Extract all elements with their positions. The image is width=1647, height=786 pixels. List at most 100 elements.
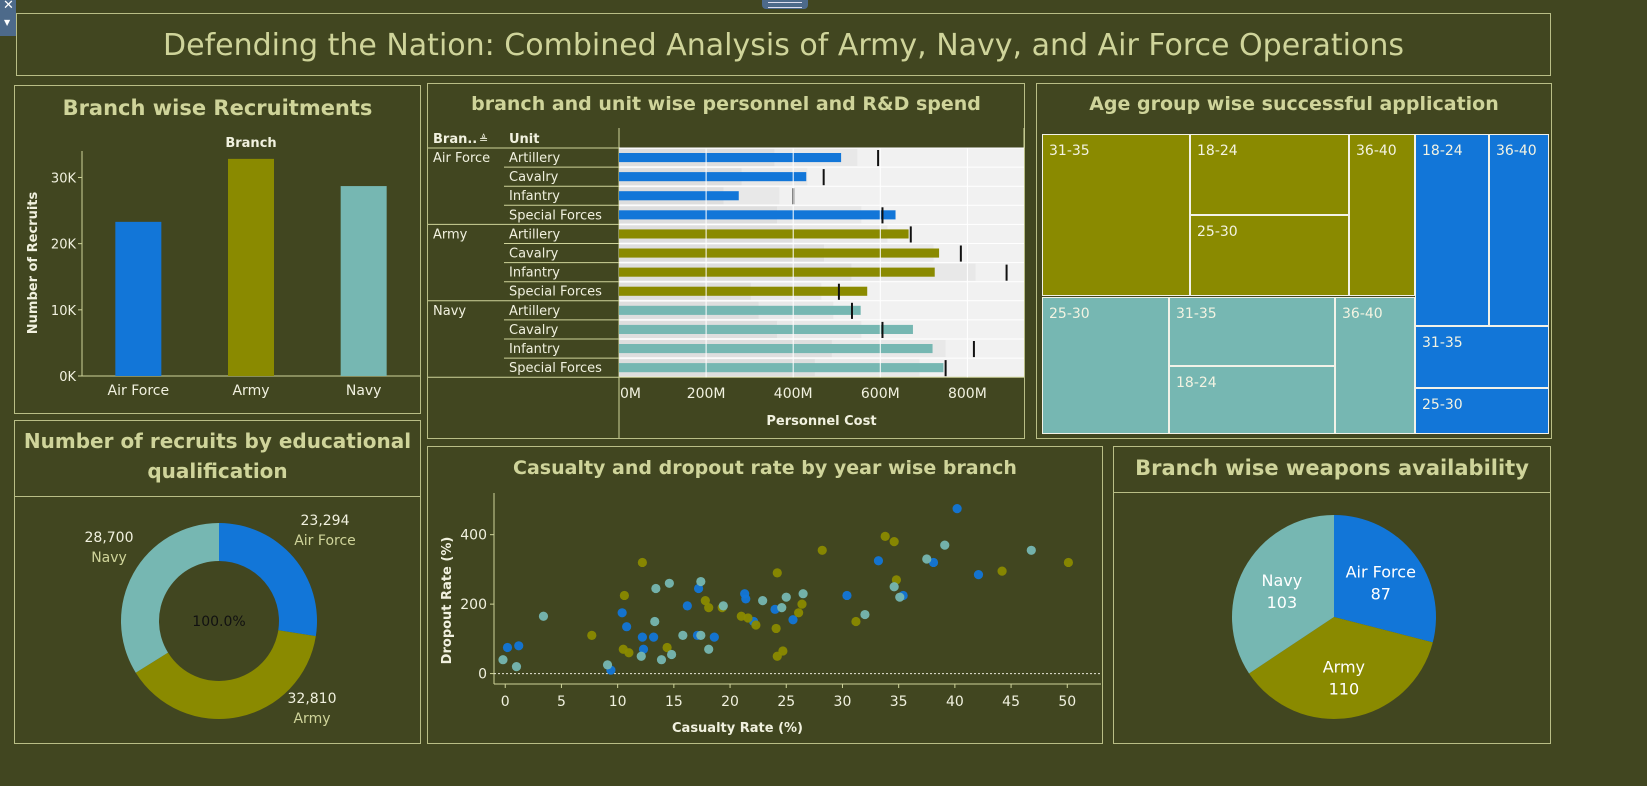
casualty-y-tick-label: 0: [478, 667, 487, 683]
treemap-cell-air-force: 36-40: [1489, 134, 1549, 326]
recruitment-y-tick-label: 30K: [51, 171, 77, 186]
casualty-point-army: [891, 575, 902, 585]
personnel-bar-army: [619, 286, 868, 296]
personnel-branch-label: Air Force: [433, 151, 490, 166]
casualty-point-army: [619, 590, 629, 601]
close-handle[interactable]: ✕ ▼: [0, 0, 16, 36]
education-center-label: 100.0%: [192, 614, 245, 630]
recruitment-y-tick-label: 20K: [51, 238, 77, 253]
education-slice-air-force: [219, 523, 317, 637]
casualty-point-army: [997, 566, 1007, 576]
treemap-cell-navy: 36-40: [1335, 297, 1415, 434]
casualty-point-navy: [1026, 545, 1036, 555]
casualty-point-air-force: [514, 641, 524, 651]
treemap-cell-label: 18-24: [1176, 375, 1217, 391]
weapons-pie-chart: Air Force 87 Army 110 Navy 103: [1232, 515, 1436, 719]
casualty-point-air-force: [617, 608, 627, 618]
casualty-x-tick-label: 30: [834, 694, 852, 710]
weapons-slice-air-force: [1334, 515, 1436, 643]
weapons-divider: [1114, 492, 1550, 493]
casualty-point-navy: [860, 609, 870, 620]
treemap-cell-label: 31-35: [1049, 143, 1090, 159]
age-group-treemap: 31-35 18-24 25-30 36-40 25-30 31-35 18-24 36-40…: [1037, 84, 1551, 438]
education-slice-label: Navy: [91, 550, 127, 566]
personnel-col-branch: Bran..: [433, 132, 477, 147]
weapons-slice-value: 103: [1267, 593, 1298, 612]
education-slice-army: [135, 630, 316, 719]
treemap-cell-label: 25-30: [1049, 306, 1090, 322]
casualty-point-army: [587, 630, 597, 640]
education-donut-chart: 23,294 Air Force 32,810 Army 28,700 Navy 100.0…: [85, 513, 356, 727]
age-group-title: Age group wise successful application: [1089, 93, 1499, 115]
education-slice-navy: [121, 523, 219, 673]
treemap-cell-label: 36-40: [1342, 306, 1383, 322]
casualty-point-air-force: [873, 556, 884, 566]
treemap-cell-navy: 31-35: [1169, 297, 1335, 366]
casualty-point-air-force: [693, 583, 704, 594]
recruitment-bar-air_force: [115, 221, 162, 376]
treemap-cell-army: 25-30: [1190, 215, 1349, 296]
personnel-bar-air_force: [619, 153, 842, 163]
casualty-scatter-chart: 0 200 400 0 5 10 15 20 25 30 35 40 45 50 Casualty Rate…: [440, 493, 1101, 736]
recruitment-title: Branch wise Recruitments: [62, 96, 373, 120]
casualty-point-army: [889, 537, 899, 547]
casualty-point-navy: [940, 540, 950, 550]
treemap-cell-label: 31-35: [1176, 306, 1217, 322]
casualty-point-navy: [781, 592, 791, 602]
casualty-point-army: [817, 545, 827, 555]
education-slice-value: 23,294: [301, 513, 350, 529]
personnel-unit-label: Artillery: [509, 304, 561, 319]
treemap-cell-label: 18-24: [1422, 143, 1463, 159]
casualty-point-navy: [602, 660, 613, 670]
dashboard-title-panel: Defending the Nation: Combined Analysis …: [16, 13, 1551, 76]
personnel-x-tick-label: 600M: [861, 386, 900, 402]
casualty-point-army: [624, 648, 634, 658]
personnel-bar-air_force: [619, 210, 896, 220]
treemap-cell-label: 25-30: [1197, 224, 1238, 240]
casualty-point-air-force: [741, 594, 751, 604]
casualty-x-tick-label: 10: [609, 694, 627, 710]
recruitment-panel: Branch wise Recruitments Branch 0K 10K 20K 3…: [14, 85, 421, 414]
dashboard-title: Defending the Nation: Combined Analysis …: [163, 28, 1404, 63]
treemap-cell-label: 36-40: [1356, 143, 1397, 159]
close-icon: ✕: [3, 0, 14, 13]
treemap-cell-army: 36-40: [1349, 134, 1415, 296]
treemap-cell-label: 25-30: [1422, 397, 1463, 413]
recruitment-y-tick-label: 10K: [51, 304, 77, 319]
recruitment-y-axis-title: Number of Recruits: [26, 192, 41, 335]
treemap-cell-army: 18-24: [1190, 134, 1349, 215]
casualty-point-army: [772, 568, 782, 578]
casualty-point-army: [751, 620, 761, 630]
treemap-cell-air-force: 31-35: [1415, 326, 1549, 388]
casualty-x-axis-title: Casualty Rate (%): [672, 721, 803, 736]
education-slice-value: 32,810: [288, 691, 337, 707]
casualty-x-tick-label: 15: [665, 694, 683, 710]
weapons-slice-label: Army: [1323, 657, 1365, 676]
age-group-panel: Age group wise successful application 31…: [1036, 83, 1552, 439]
personnel-bar-navy: [619, 324, 913, 334]
casualty-point-navy: [678, 630, 688, 640]
personnel-x-tick-label: 200M: [687, 386, 726, 402]
casualty-point-army: [662, 642, 672, 653]
education-divider: [15, 496, 420, 497]
drag-handle[interactable]: [762, 0, 808, 9]
casualty-point-navy: [664, 578, 674, 588]
casualty-point-air-force: [502, 642, 513, 653]
casualty-point-navy: [718, 601, 728, 611]
personnel-title: branch and unit wise personnel and R&D s…: [471, 93, 981, 115]
weapons-slice-army: [1249, 617, 1433, 719]
casualty-point-navy: [758, 596, 768, 606]
casualty-x-tick-label: 35: [890, 694, 908, 710]
casualty-point-air-force: [649, 632, 659, 642]
casualty-x-tick-label: 40: [946, 694, 964, 710]
casualty-point-air-force: [842, 590, 852, 601]
casualty-panel: Casualty and dropout rate by year wise b…: [427, 446, 1103, 744]
recruitment-bar-navy: [340, 186, 387, 376]
treemap-cell-label: 31-35: [1422, 335, 1463, 351]
personnel-unit-label: Cavalry: [509, 323, 559, 338]
casualty-point-army: [704, 603, 714, 613]
weapons-slice-label: Navy: [1262, 571, 1303, 590]
casualty-point-army: [743, 613, 753, 623]
casualty-point-navy: [798, 589, 808, 599]
treemap-cell-navy: 25-30: [1042, 297, 1169, 434]
